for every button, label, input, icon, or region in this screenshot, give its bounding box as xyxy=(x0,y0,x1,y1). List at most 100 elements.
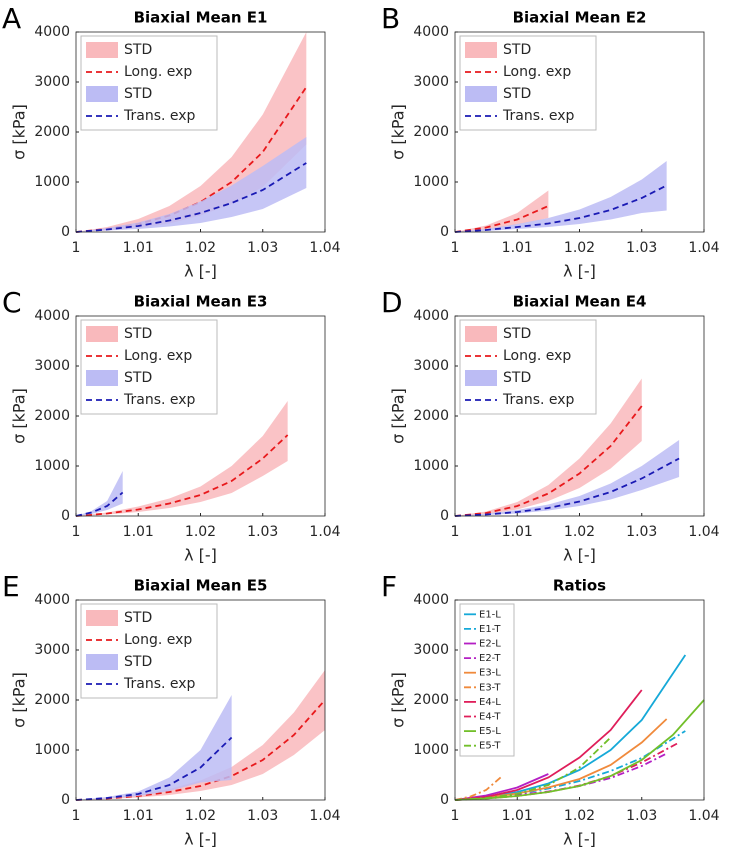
std-band xyxy=(455,161,667,232)
legend-label: Long. exp xyxy=(124,64,192,80)
panel-title: Ratios xyxy=(553,577,606,595)
x-tick-label: 1 xyxy=(451,808,460,824)
y-tick-label: 3000 xyxy=(34,358,70,374)
legend-swatch xyxy=(86,86,118,102)
x-tick-label: 1.01 xyxy=(123,240,154,256)
series-line xyxy=(454,736,612,801)
x-tick-label: 1 xyxy=(72,808,81,824)
x-axis-label: λ [-] xyxy=(184,830,217,849)
legend-label: STD xyxy=(503,86,531,102)
legend-label: E1-L xyxy=(479,609,501,620)
legend-label: E5-T xyxy=(479,741,501,752)
legend-swatch xyxy=(465,86,497,102)
legend: STD Long. exp STD Trans. exp xyxy=(80,603,218,699)
series-line xyxy=(454,405,643,517)
legend-label: STD xyxy=(503,42,531,58)
y-tick-label: 4000 xyxy=(34,592,70,608)
y-tick-label: 4000 xyxy=(34,24,70,40)
legend-swatch xyxy=(465,370,497,386)
legend-label: E4-T xyxy=(479,712,501,723)
y-tick-label: 1000 xyxy=(413,458,449,474)
x-tick-label: 1.01 xyxy=(123,524,154,540)
x-tick-label: 1.02 xyxy=(185,524,216,540)
std-band xyxy=(76,401,288,516)
legend-swatch xyxy=(465,326,497,342)
series-line xyxy=(75,491,124,517)
legend: STD Long. exp STD Trans. exp xyxy=(459,35,597,131)
legend: STD Long. exp STD Trans. exp xyxy=(80,319,218,415)
axes-box xyxy=(75,315,326,517)
legend-label: STD xyxy=(124,654,152,670)
x-tick-label: 1.04 xyxy=(688,524,719,540)
legend: STD Long. exp STD Trans. exp xyxy=(80,35,218,131)
axes-box xyxy=(454,31,705,233)
legend-label: STD xyxy=(124,86,152,102)
panel: B Biaxial Mean E2 STD Long. exp STD Trans. ex… xyxy=(381,2,720,281)
panel-title: Biaxial Mean E3 xyxy=(134,293,268,311)
legend-label: STD xyxy=(503,326,531,342)
y-tick-label: 2000 xyxy=(34,408,70,424)
legend-swatch xyxy=(465,42,497,58)
legend-label: E4-L xyxy=(479,697,501,708)
y-tick-label: 3000 xyxy=(413,642,449,658)
y-tick-label: 0 xyxy=(440,224,449,240)
x-tick-label: 1.03 xyxy=(626,524,657,540)
y-tick-label: 3000 xyxy=(413,358,449,374)
y-tick-label: 0 xyxy=(440,792,449,808)
y-tick-label: 1000 xyxy=(34,458,70,474)
panel-title: Biaxial Mean E5 xyxy=(134,577,268,595)
x-tick-label: 1.01 xyxy=(502,808,533,824)
x-tick-label: 1.04 xyxy=(309,808,340,824)
legend-label: Long. exp xyxy=(124,348,192,364)
y-axis-label: σ [kPa] xyxy=(10,388,29,444)
series-line xyxy=(454,184,668,233)
axes-box xyxy=(454,599,705,801)
x-axis-label: λ [-] xyxy=(563,546,596,565)
y-tick-label: 4000 xyxy=(413,24,449,40)
x-tick-label: 1 xyxy=(451,240,460,256)
legend-label: E2-L xyxy=(479,639,501,650)
std-band xyxy=(76,137,307,232)
x-axis-label: λ [-] xyxy=(563,830,596,849)
x-tick-label: 1.04 xyxy=(309,240,340,256)
x-tick-label: 1.02 xyxy=(185,240,216,256)
y-axis-label: σ [kPa] xyxy=(389,388,408,444)
y-tick-label: 1000 xyxy=(413,742,449,758)
x-tick-label: 1.03 xyxy=(247,808,278,824)
std-band xyxy=(455,378,642,516)
x-tick-label: 1.01 xyxy=(502,240,533,256)
legend-label: Trans. exp xyxy=(123,108,196,124)
legend-label: E1-T xyxy=(479,624,501,635)
std-band xyxy=(455,190,549,232)
y-tick-label: 1000 xyxy=(34,742,70,758)
axes-box xyxy=(75,31,326,233)
y-axis-label: σ [kPa] xyxy=(389,104,408,160)
y-tick-label: 0 xyxy=(61,792,70,808)
legend-swatch xyxy=(86,42,118,58)
y-tick-label: 2000 xyxy=(413,692,449,708)
legend-box xyxy=(459,319,597,415)
legend-label: STD xyxy=(124,326,152,342)
x-tick-label: 1.02 xyxy=(564,524,595,540)
legend-label: STD xyxy=(124,610,152,626)
series-line xyxy=(75,736,233,801)
axes-box xyxy=(75,599,326,801)
x-tick-label: 1.01 xyxy=(123,808,154,824)
y-tick-label: 4000 xyxy=(34,308,70,324)
std-band xyxy=(76,695,232,800)
x-axis-label: λ [-] xyxy=(563,262,596,281)
y-axis-label: σ [kPa] xyxy=(389,672,408,728)
y-tick-label: 2000 xyxy=(413,124,449,140)
x-tick-label: 1.04 xyxy=(688,240,719,256)
series-line xyxy=(75,434,289,517)
std-band xyxy=(76,670,325,800)
x-tick-label: 1.03 xyxy=(247,524,278,540)
panel: E Biaxial Mean E5 STD Long. exp STD Trans. ex… xyxy=(2,570,341,849)
panel: C Biaxial Mean E3 STD Long. exp STD Trans. ex… xyxy=(2,286,341,565)
series-line xyxy=(454,699,705,801)
panel-title: Biaxial Mean E1 xyxy=(134,9,268,27)
y-tick-label: 2000 xyxy=(34,692,70,708)
y-axis-label: σ [kPa] xyxy=(10,104,29,160)
panel-letter: E xyxy=(2,570,20,603)
